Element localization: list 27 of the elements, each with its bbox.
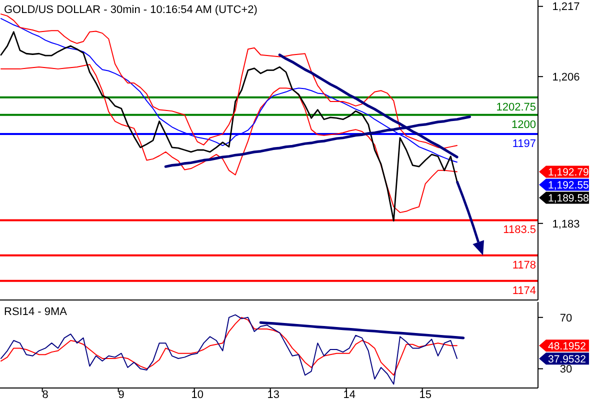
chart-title: GOLD/US DOLLAR - 30min - 10:16:54 AM (UTC+2) — [4, 4, 258, 16]
text: 1,189.58 — [548, 192, 590, 204]
ref-line-label: 1178 — [512, 259, 536, 272]
line-series — [0, 64, 458, 214]
ref-line-label: 1174 — [512, 284, 536, 297]
x-tick-label: 14 — [343, 389, 356, 400]
x-tick-label: 10 — [191, 389, 204, 400]
ref-line-label: 1197 — [512, 138, 536, 150]
x-tick-label: 9 — [118, 389, 124, 400]
text: 1,192.55 — [548, 179, 590, 192]
line-series — [0, 316, 458, 376]
ref-line-label: 1202.75 — [496, 101, 536, 114]
line-series — [0, 31, 458, 222]
x-tick-label: 15 — [419, 389, 432, 400]
ref-line-label: 1183.5 — [503, 224, 536, 236]
x-tick-label: 8 — [42, 389, 48, 400]
text: 48.1952 — [548, 340, 586, 352]
y-tick-label: 1,183 — [552, 218, 580, 230]
ref-line-label: 1200 — [512, 118, 536, 131]
text: 37.9532 — [548, 353, 586, 366]
y-tick-label: 1,217 — [552, 1, 580, 14]
chart-title: RSI14 - 9MA — [4, 306, 68, 318]
y-tick-label: 30 — [560, 364, 572, 376]
y-tick-label: 1,206 — [552, 71, 580, 84]
x-tick-label: 13 — [267, 389, 280, 400]
text: 1,192.79 — [548, 166, 590, 178]
y-tick-label: 70 — [560, 312, 572, 324]
